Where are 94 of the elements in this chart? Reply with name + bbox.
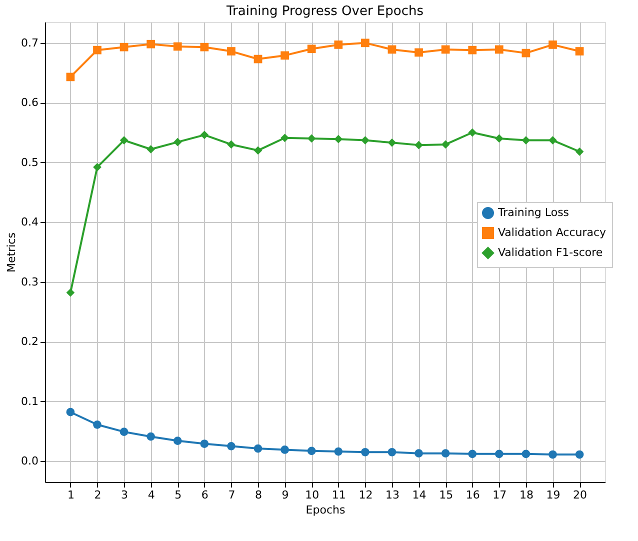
y-tick-label: 0.1	[21, 394, 38, 408]
point	[66, 408, 75, 416]
point	[93, 420, 102, 429]
point	[93, 46, 102, 54]
point	[146, 40, 156, 48]
point	[120, 136, 128, 144]
point	[388, 138, 396, 147]
point	[280, 134, 289, 142]
point	[361, 136, 370, 144]
point	[307, 44, 316, 54]
point	[66, 288, 75, 297]
x-tick-label: 12	[358, 488, 373, 502]
point	[200, 42, 209, 52]
legend-label: Training Loss	[497, 206, 570, 219]
point	[548, 40, 557, 49]
y-tick-label: 0.6	[21, 96, 38, 110]
point	[575, 450, 584, 459]
point	[441, 140, 450, 149]
point	[494, 450, 504, 458]
x-tick-label: 19	[546, 488, 560, 502]
x-tick-label: 18	[519, 488, 534, 502]
point	[388, 448, 396, 456]
point	[307, 446, 316, 456]
point	[307, 134, 316, 143]
x-tick-label: 16	[466, 488, 480, 502]
point	[548, 450, 557, 459]
point	[66, 72, 75, 82]
y-tick-label: 0.7	[21, 36, 38, 50]
x-tick-label: 2	[94, 488, 102, 502]
point	[146, 432, 156, 441]
point	[522, 450, 530, 458]
point	[468, 450, 477, 458]
x-tick-label: 6	[201, 488, 208, 502]
x-tick-label: 11	[332, 488, 346, 502]
point	[414, 140, 423, 150]
point	[414, 449, 423, 458]
point	[522, 48, 530, 58]
point	[93, 162, 102, 172]
point	[575, 47, 584, 56]
y-tick-label: 0.3	[21, 275, 38, 288]
point	[173, 138, 182, 146]
point	[522, 136, 530, 144]
point	[120, 42, 128, 52]
point	[441, 449, 450, 458]
point	[227, 140, 236, 149]
point	[173, 436, 182, 445]
x-tick-label: 10	[305, 488, 320, 502]
point	[548, 136, 557, 144]
y-axis-title: Metrics	[5, 232, 18, 272]
point	[280, 446, 289, 454]
legend-label: Validation Accuracy	[498, 226, 607, 239]
point	[254, 54, 262, 64]
x-tick-label: 8	[255, 488, 262, 502]
point	[280, 51, 289, 60]
point	[468, 46, 477, 54]
x-tick-label: 1	[67, 488, 74, 502]
point	[441, 45, 450, 54]
point	[388, 45, 396, 54]
x-tick-label: 7	[228, 488, 236, 502]
x-tick-label: 3	[121, 488, 128, 502]
point	[173, 42, 182, 51]
y-tick-label: 0.4	[21, 216, 38, 229]
chart-title: Training Progress Over Epochs	[225, 4, 424, 19]
x-tick-label: 20	[573, 488, 588, 502]
x-tick-label: 15	[439, 488, 454, 502]
point	[227, 47, 236, 56]
x-tick-label: 5	[174, 488, 182, 502]
point	[414, 48, 423, 57]
point	[200, 130, 209, 140]
point	[334, 134, 343, 144]
point	[227, 442, 236, 450]
x-tick-label: 17	[492, 488, 507, 502]
point	[254, 146, 262, 155]
y-tick-label: 0.0	[21, 454, 38, 468]
point	[200, 440, 209, 448]
point	[494, 134, 504, 143]
point	[361, 448, 370, 456]
point	[361, 38, 370, 48]
x-tick-label: 13	[385, 488, 400, 502]
point	[254, 444, 262, 453]
y-tick-label: 0.5	[21, 156, 38, 169]
y-tick-label: 0.2	[21, 335, 38, 348]
x-axis-title: Epochs	[306, 504, 346, 516]
x-tick-label: 14	[412, 488, 426, 502]
point	[334, 40, 343, 49]
point	[120, 428, 128, 436]
x-tick-label: 4	[148, 488, 155, 502]
legend-label: Validation F1-score	[498, 246, 603, 259]
point	[494, 45, 504, 54]
point	[146, 145, 156, 154]
point	[575, 147, 584, 156]
point	[334, 447, 343, 456]
x-tick-label: 9	[282, 488, 289, 502]
point	[468, 128, 477, 137]
